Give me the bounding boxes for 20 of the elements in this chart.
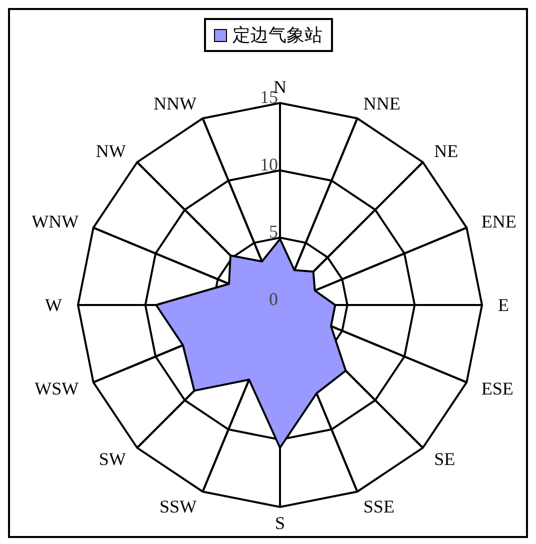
- spoke-label: ENE: [481, 212, 516, 232]
- spoke-label: W: [45, 295, 62, 315]
- spoke-label: NNE: [363, 94, 400, 114]
- spoke-label: NE: [434, 140, 458, 161]
- y-tick-label: 10: [260, 154, 278, 174]
- spoke-label: NNW: [154, 94, 197, 114]
- spoke-label: S: [274, 513, 286, 533]
- spoke-label: N: [274, 77, 286, 97]
- spoke-label: E: [498, 295, 509, 315]
- spoke-label: WSW: [34, 378, 79, 398]
- spoke-label: ESE: [481, 378, 514, 398]
- spoke-label: SSW: [160, 496, 197, 516]
- spoke-label: WNW: [32, 212, 79, 232]
- spoke-label: NW: [96, 140, 126, 161]
- y-tick-label: 0: [269, 289, 278, 309]
- spoke-label: SW: [98, 449, 126, 470]
- spoke-label: SSE: [363, 496, 394, 516]
- legend-label: 定边气象站: [232, 24, 322, 47]
- y-tick-label: 5: [269, 222, 278, 242]
- spoke-label: SE: [434, 449, 456, 470]
